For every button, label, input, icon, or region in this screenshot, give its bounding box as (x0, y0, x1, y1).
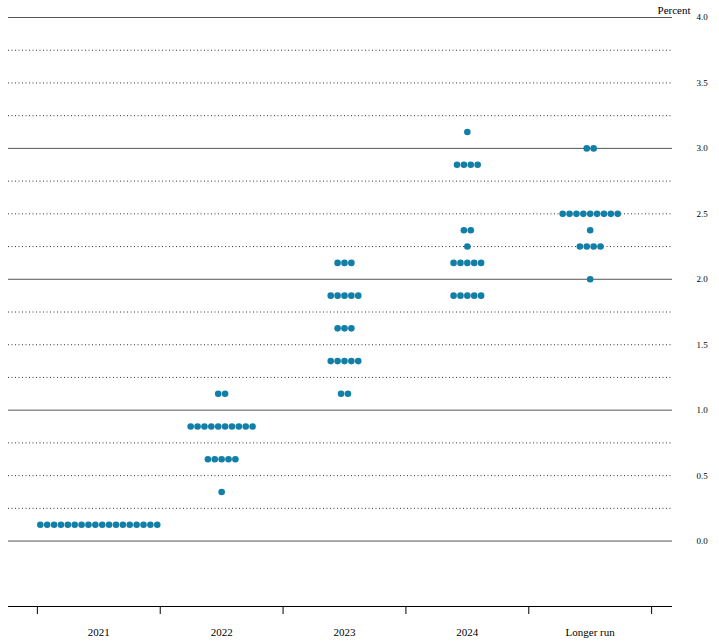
svg-text:2024: 2024 (456, 626, 479, 638)
svg-text:1.5: 1.5 (697, 340, 709, 350)
svg-text:4.0: 4.0 (697, 12, 709, 22)
svg-text:2021: 2021 (88, 626, 110, 638)
svg-text:3.5: 3.5 (697, 78, 709, 88)
svg-text:2.0: 2.0 (697, 274, 709, 284)
svg-text:2.5: 2.5 (697, 209, 709, 219)
svg-text:3.0: 3.0 (697, 143, 709, 153)
svg-text:2022: 2022 (211, 626, 233, 638)
svg-text:1.0: 1.0 (697, 405, 709, 415)
svg-text:2023: 2023 (333, 626, 356, 638)
svg-text:0.5: 0.5 (697, 470, 709, 480)
svg-text:Percent: Percent (658, 4, 691, 16)
svg-text:0.0: 0.0 (697, 536, 709, 546)
svg-text:Longer run: Longer run (566, 626, 616, 638)
